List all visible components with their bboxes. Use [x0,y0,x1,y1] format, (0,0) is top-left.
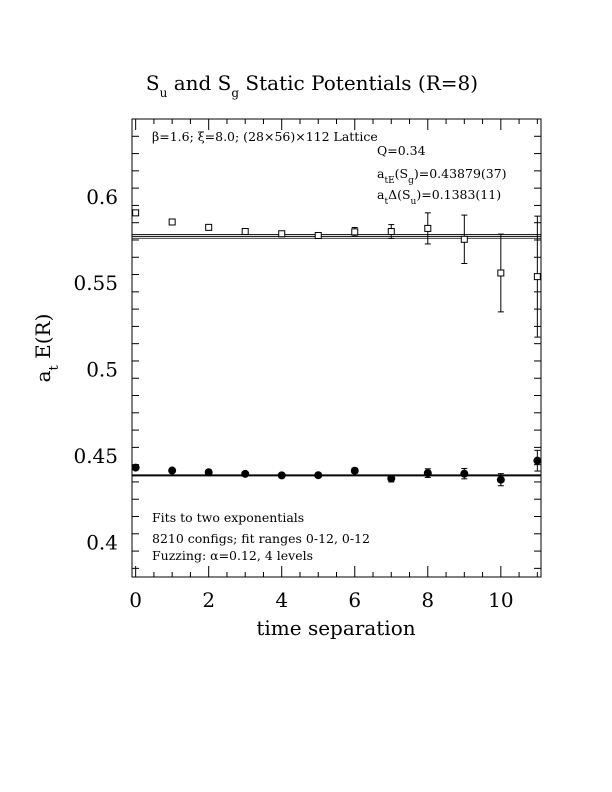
data-point-circle [423,469,432,478]
data-point-circle [533,456,542,465]
y-tick-label: 0.55 [73,271,118,295]
y-axis-label-text: at E(R) [31,314,62,383]
y-tick-label: 0.4 [86,530,118,554]
data-point-square [241,228,249,236]
data-point-circle [496,475,505,484]
data-point-square [278,230,286,238]
data-point-circle [168,466,177,475]
annotation-configs: 8210 configs; fit ranges 0-12, 0-12 [152,531,370,546]
data-point-circle [204,468,213,477]
y-tick-label: 0.5 [86,358,118,382]
x-tick-label: 2 [202,588,215,612]
data-point-square [168,218,176,226]
data-point-square [351,228,359,236]
y-tick-label: 0.6 [86,185,118,209]
data-point-square [205,223,213,231]
data-point-square [460,235,468,243]
data-point-circle [131,463,140,472]
data-point-circle [350,466,359,475]
x-tick-label: 8 [421,588,434,612]
data-point-square [424,224,432,232]
annotation-q: Q=0.34 [377,143,426,158]
data-point-circle [277,471,286,480]
annotation-energy: atE(Sg)=0.43879(37) [377,166,507,186]
y-axis-label: at E(R) [31,314,62,383]
annotation-fits: Fits to two exponentials [152,510,304,525]
data-point-square [387,228,395,236]
title-text: Su and Sg Static Potentials (R=8) [146,71,478,100]
x-axis-label: time separation [256,616,415,640]
data-point-circle [460,469,469,478]
data-point-square [132,209,140,217]
x-tick-label: 4 [275,588,288,612]
annotation-delta: atΔ(Su)=0.1383(11) [377,187,501,207]
x-tick-label: 6 [348,588,361,612]
annotation-lattice: β=1.6; ξ=8.0; (28×56)×112 Lattice [152,129,378,144]
x-tick-label: 0 [129,588,142,612]
data-point-circle [387,474,396,483]
chart-title: Su and Sg Static Potentials (R=8) [146,71,478,100]
annotation-fuzzing: Fuzzing: α=0.12, 4 levels [152,548,313,563]
x-tick-label: 10 [488,588,513,612]
data-point-square [497,269,505,277]
data-points [131,209,542,487]
data-point-square [314,231,322,239]
data-point-circle [241,469,250,478]
data-point-circle [314,471,323,480]
tick-labels: 0 2 4 6 8 10 0.4 0.45 0.5 0.55 0.6 [73,185,513,612]
y-tick-label: 0.45 [73,444,118,468]
data-point-square [533,273,541,281]
fit-lines [132,234,541,477]
